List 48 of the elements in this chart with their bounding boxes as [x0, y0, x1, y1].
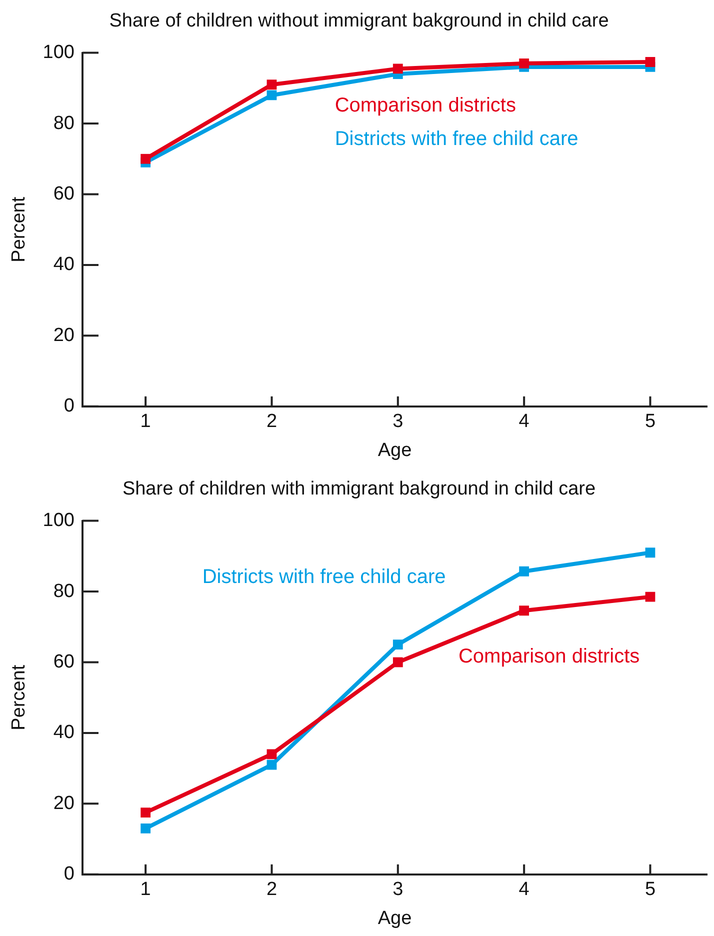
x-tick-label: 3	[392, 879, 404, 900]
y-tick-label: 80	[53, 580, 74, 602]
point	[519, 606, 530, 616]
point	[392, 657, 403, 668]
chart-title: Share of children without immigrant bakground in child care	[109, 10, 609, 32]
point	[392, 640, 403, 650]
point	[266, 90, 277, 100]
x-tick-label: 4	[518, 411, 530, 432]
y-tick-label: 100	[42, 42, 74, 64]
point	[266, 760, 277, 770]
y-tick-label: 40	[53, 254, 74, 276]
y-axis-title: Percent	[8, 196, 30, 262]
series-label: Comparison districts	[334, 94, 516, 116]
y-tick-label: 60	[53, 651, 74, 672]
x-tick-label: 4	[518, 879, 530, 900]
x-tick-label: 2	[266, 411, 278, 432]
x-tick-label: 1	[140, 879, 151, 900]
point	[140, 808, 151, 818]
point	[645, 592, 656, 602]
point	[140, 154, 151, 164]
y-tick-label: 20	[53, 324, 74, 346]
y-tick-label: 80	[53, 112, 74, 134]
point	[392, 64, 403, 74]
x-tick-label: 5	[644, 879, 656, 900]
x-tick-label: 3	[392, 411, 404, 432]
point	[140, 823, 151, 834]
series-label: Districts with free child care	[202, 566, 446, 588]
series-label: Comparison districts	[458, 645, 640, 668]
y-tick-label: 60	[53, 183, 74, 204]
y-axis-title: Percent	[8, 664, 30, 730]
point	[645, 57, 656, 67]
y-tick-label: 40	[53, 722, 74, 744]
point	[266, 80, 277, 90]
x-tick-label: 1	[140, 411, 151, 432]
y-tick-label: 20	[53, 792, 74, 814]
point	[519, 566, 530, 576]
x-axis-title: Age	[378, 908, 412, 929]
chart-title: Share of children with immigrant bakground in child care	[122, 478, 596, 500]
x-tick-label: 5	[644, 411, 656, 432]
y-tick-label: 100	[42, 510, 74, 532]
text: Districts with free child care	[334, 128, 578, 150]
x-axis-title: Age	[378, 440, 412, 461]
point	[645, 548, 656, 558]
y-tick-label: 0	[64, 864, 74, 885]
x-tick-label: 2	[266, 879, 278, 900]
point	[266, 749, 277, 760]
y-tick-label: 0	[64, 396, 74, 417]
point	[519, 58, 530, 68]
